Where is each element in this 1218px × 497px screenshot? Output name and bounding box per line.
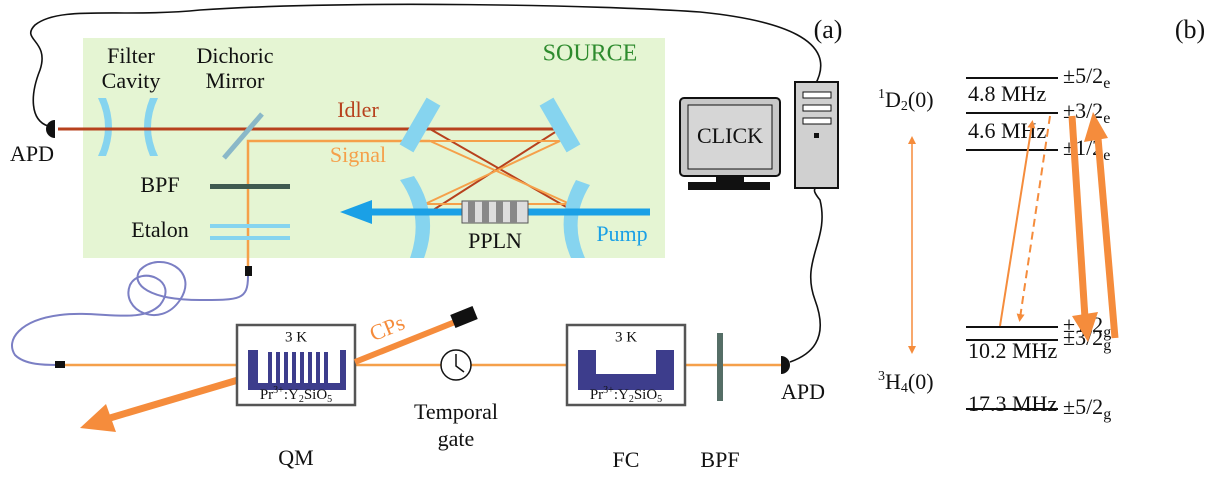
comb-tooth	[284, 352, 288, 384]
bpf-label: BPF	[700, 447, 739, 472]
strong-transition	[1098, 138, 1115, 338]
ppln-domain	[496, 201, 503, 223]
drive-bay	[803, 118, 831, 124]
splitting-label: 4.8 MHz	[968, 81, 1046, 106]
power-button	[814, 133, 819, 138]
text-part: :Y	[614, 387, 629, 403]
comb-tooth	[292, 352, 296, 384]
text-part: Pr	[260, 387, 273, 403]
qm-crystal: Pr3+:Y2SiO5	[260, 385, 332, 405]
bandpass-filter	[210, 184, 290, 189]
etalon-plate	[210, 224, 290, 228]
qm-temperature: 3 K	[285, 329, 307, 345]
readout-arrowhead	[80, 404, 116, 432]
text-part: SiO	[634, 387, 658, 403]
fc-crystal: Pr3+:Y2SiO5	[590, 385, 662, 405]
apd-detector	[781, 356, 790, 374]
signal-label: Signal	[330, 142, 386, 167]
fiber-coil	[12, 262, 248, 365]
figure: SOURCE (a) APD Filter Cavity Idler Signa…	[0, 0, 1218, 497]
comb-tooth	[268, 352, 272, 384]
idler-label: Idler	[337, 97, 379, 122]
etalon-plate	[210, 236, 290, 240]
text-part: (0)	[908, 87, 934, 112]
bpf-label: BPF	[140, 172, 179, 197]
text-part: :Y	[284, 387, 299, 403]
ppln-label: PPLN	[468, 228, 522, 253]
text-part: ±5/2	[1063, 394, 1103, 419]
comb-tooth	[308, 352, 312, 384]
text-part: e	[1103, 147, 1110, 164]
filter-cavity-label: Cavity	[102, 68, 161, 93]
text-part: 3	[878, 369, 885, 384]
text-part: SiO	[304, 387, 328, 403]
pump-transition	[1000, 124, 1032, 326]
keyboard	[688, 182, 770, 190]
fiber-connector	[55, 361, 65, 368]
etalon-label: Etalon	[131, 217, 188, 242]
panel-label: (a)	[814, 15, 843, 44]
apd-detector	[46, 120, 55, 138]
level-label: ±5/2g	[1063, 394, 1111, 423]
text-part: 3+	[603, 385, 614, 396]
qm-label: QM	[278, 445, 313, 470]
ppln-domain	[468, 201, 475, 223]
text-part: e	[1103, 110, 1110, 127]
monitor-stand	[716, 176, 744, 182]
comb-tooth	[276, 352, 280, 384]
cps-detector	[450, 306, 477, 328]
text-part: e	[1103, 75, 1110, 92]
text-part: Pr	[590, 387, 603, 403]
comb-tooth	[300, 352, 304, 384]
term-label: 1D2(0)	[878, 87, 934, 114]
level-label: ±5/2e	[1063, 63, 1110, 92]
text-part: (0)	[908, 369, 934, 394]
bandpass-filter	[717, 333, 723, 401]
decay-transition	[1020, 116, 1050, 318]
gate-label: gate	[438, 426, 475, 451]
text-part: 5	[657, 394, 662, 405]
gate-label: Temporal	[414, 399, 498, 424]
fc-temperature: 3 K	[615, 329, 637, 345]
text-part: g	[1103, 337, 1111, 354]
text-part: D	[885, 87, 901, 112]
text-part: 4	[901, 381, 908, 396]
text-part: H	[885, 369, 901, 394]
splitting-label: 4.6 MHz	[968, 118, 1046, 143]
drive-bay	[803, 105, 831, 111]
source-label: SOURCE	[543, 41, 638, 67]
text-part: ±5/2	[1063, 63, 1103, 88]
fc-label: FC	[613, 447, 640, 472]
readout-arrow	[110, 380, 238, 418]
ppln-crystal	[462, 201, 528, 223]
ppln-domain	[482, 201, 489, 223]
splitting-label: 17.3 MHz	[968, 391, 1057, 416]
text-part: 2	[901, 99, 908, 114]
computer-label: CLICK	[697, 123, 763, 148]
filter-cavity-label: Filter	[107, 43, 155, 68]
text-part: 3+	[273, 385, 284, 396]
apd-label: APD	[781, 379, 825, 404]
term-label: 3H4(0)	[878, 369, 934, 396]
text-part: g	[1103, 406, 1111, 423]
comb-tooth	[324, 352, 328, 384]
dichroic-label: Dichoric	[197, 43, 274, 68]
text-part: 1	[878, 87, 885, 102]
drive-bay	[803, 92, 831, 98]
pump-label: Pump	[596, 221, 647, 246]
cable	[790, 188, 822, 362]
splitting-label: 10.2 MHz	[968, 338, 1057, 363]
panel-label: (b)	[1175, 15, 1205, 44]
comb-tooth	[316, 352, 320, 384]
fiber-connector	[245, 266, 252, 276]
ppln-domain	[510, 201, 517, 223]
energy-levels: ±5/2e±3/2e±1/2e±1/2g±3/2g±5/2g	[966, 63, 1111, 423]
text-part: 5	[327, 394, 332, 405]
apd-label: APD	[10, 141, 54, 166]
dichroic-label: Mirror	[206, 68, 265, 93]
